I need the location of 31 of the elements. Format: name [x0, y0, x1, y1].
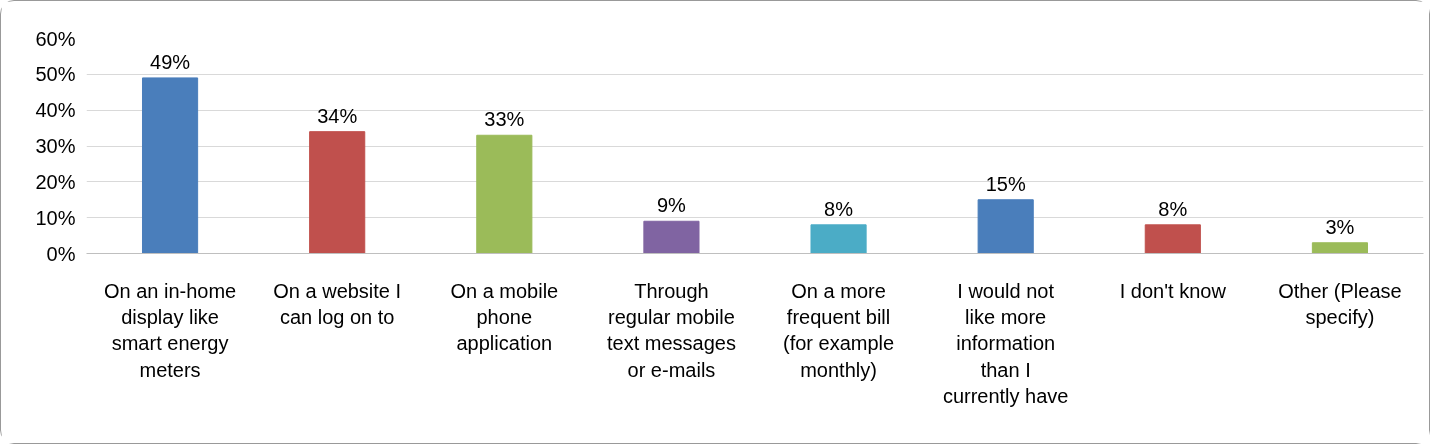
- bar: [977, 199, 1034, 254]
- x-tick-label: On a more frequent bill (for example monthly): [782, 279, 895, 381]
- bar: [1144, 224, 1201, 254]
- bar: [643, 220, 700, 254]
- x-tick-label: On an in-home display like smart energy meters: [103, 279, 237, 381]
- y-tick-label: 60%: [35, 27, 76, 50]
- bar: [810, 224, 867, 254]
- y-tick-label: 10%: [35, 206, 76, 229]
- data-label: 34%: [317, 104, 358, 127]
- y-tick-label: 20%: [35, 170, 76, 193]
- bar: [476, 134, 533, 254]
- x-tick-label: On a website I can log on to: [273, 279, 402, 328]
- data-label: 49%: [150, 50, 191, 73]
- y-tick-label: 40%: [35, 99, 76, 122]
- x-tick-label: I don't know: [1119, 279, 1227, 302]
- data-label: 8%: [1158, 197, 1188, 220]
- bar: [309, 131, 366, 254]
- data-label: 3%: [1325, 215, 1355, 238]
- x-tick-label: Other (Please specify): [1278, 279, 1402, 328]
- data-label: 33%: [484, 108, 525, 131]
- data-label: 9%: [656, 194, 687, 217]
- y-tick-label: 30%: [35, 135, 76, 157]
- data-label: 15%: [985, 172, 1026, 195]
- data-label: 8%: [824, 197, 854, 220]
- x-tick-label: On a mobile phone application: [450, 279, 559, 355]
- x-tick-label: I would not like more information than I currently have: [942, 279, 1069, 408]
- bar: [1311, 242, 1369, 254]
- y-tick-label: 0%: [46, 242, 76, 265]
- x-tick-label: Through regular mobile text messages or e-mails: [606, 279, 736, 381]
- y-tick-label: 50%: [35, 63, 76, 86]
- bar: [141, 77, 199, 254]
